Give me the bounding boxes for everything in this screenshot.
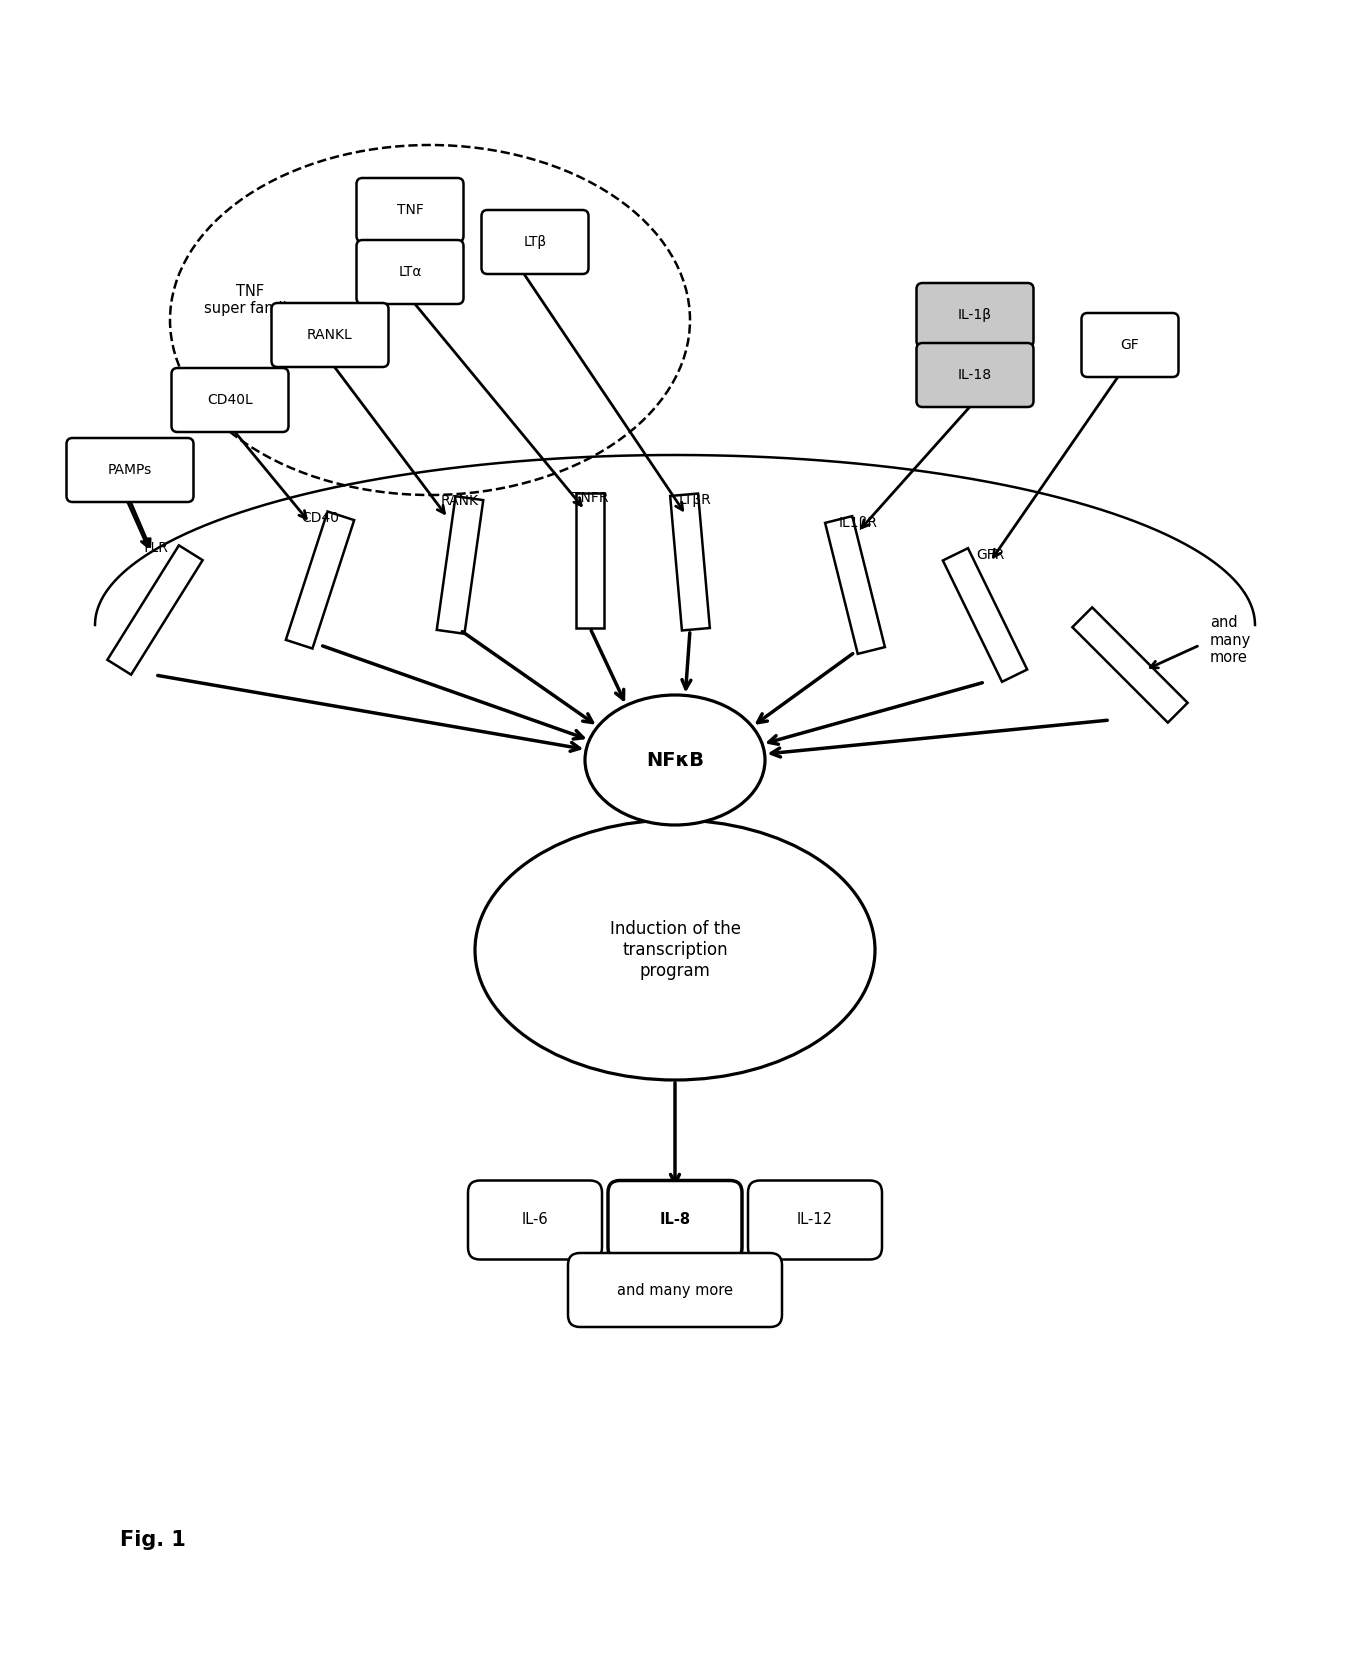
FancyBboxPatch shape — [568, 1253, 782, 1327]
Polygon shape — [437, 496, 483, 633]
Text: PAMPs: PAMPs — [108, 464, 153, 477]
Text: RANK: RANK — [441, 494, 479, 507]
FancyBboxPatch shape — [748, 1181, 882, 1260]
Polygon shape — [825, 516, 884, 654]
Text: Induction of the
transcription
program: Induction of the transcription program — [609, 921, 741, 979]
Text: IL-6: IL-6 — [521, 1213, 548, 1228]
Polygon shape — [1072, 608, 1188, 722]
Ellipse shape — [475, 820, 875, 1080]
Text: LTα: LTα — [398, 265, 421, 279]
Text: and
many
more: and many more — [1210, 615, 1251, 665]
Text: IL1βR: IL1βR — [838, 516, 878, 529]
FancyBboxPatch shape — [468, 1181, 602, 1260]
FancyBboxPatch shape — [1081, 312, 1179, 376]
Text: TNFR: TNFR — [572, 491, 609, 506]
Text: IL-8: IL-8 — [659, 1213, 691, 1228]
Text: NFκB: NFκB — [647, 751, 703, 769]
FancyBboxPatch shape — [917, 343, 1034, 407]
Text: LTβR: LTβR — [679, 492, 711, 507]
FancyBboxPatch shape — [171, 368, 289, 432]
Polygon shape — [670, 494, 710, 630]
Text: CD40L: CD40L — [207, 393, 252, 407]
Text: and many more: and many more — [617, 1282, 733, 1297]
FancyBboxPatch shape — [482, 210, 589, 274]
Polygon shape — [286, 511, 354, 648]
Polygon shape — [576, 492, 603, 628]
Ellipse shape — [585, 696, 765, 825]
FancyBboxPatch shape — [66, 438, 193, 502]
Polygon shape — [942, 548, 1027, 682]
Text: IL-12: IL-12 — [796, 1213, 833, 1228]
Text: IL-1β: IL-1β — [958, 307, 992, 323]
Text: TNF: TNF — [397, 203, 424, 217]
Text: RANKL: RANKL — [306, 328, 352, 343]
Polygon shape — [108, 546, 202, 675]
Text: LTβ: LTβ — [524, 235, 547, 249]
FancyBboxPatch shape — [356, 240, 463, 304]
Text: TNF
super family: TNF super family — [204, 284, 296, 316]
Text: GFR: GFR — [976, 548, 1004, 563]
Text: GF: GF — [1120, 338, 1139, 353]
FancyBboxPatch shape — [608, 1181, 742, 1260]
Text: IL-18: IL-18 — [958, 368, 992, 381]
FancyBboxPatch shape — [271, 302, 389, 366]
Text: Fig. 1: Fig. 1 — [120, 1530, 186, 1551]
FancyBboxPatch shape — [917, 282, 1034, 348]
Text: TLR: TLR — [142, 541, 167, 554]
Text: CD40: CD40 — [301, 511, 339, 524]
FancyBboxPatch shape — [356, 178, 463, 242]
